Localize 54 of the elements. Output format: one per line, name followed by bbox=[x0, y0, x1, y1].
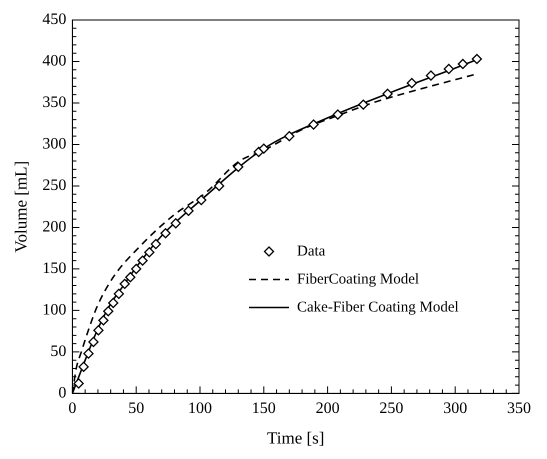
x-tick-label: 200 bbox=[316, 400, 340, 418]
point bbox=[444, 64, 454, 74]
point bbox=[88, 336, 99, 348]
point bbox=[98, 315, 109, 326]
point bbox=[125, 272, 136, 282]
point bbox=[406, 78, 417, 88]
point bbox=[137, 255, 148, 266]
point bbox=[472, 54, 482, 64]
point bbox=[183, 206, 194, 216]
y-tick-label: 250 bbox=[42, 177, 66, 194]
y-tick-label: 450 bbox=[42, 11, 66, 28]
point bbox=[114, 288, 124, 299]
point bbox=[103, 306, 114, 316]
y-tick-label: 100 bbox=[42, 302, 66, 319]
x-tick-label: 150 bbox=[252, 400, 276, 418]
y-tick-label: 0 bbox=[58, 384, 66, 402]
x-axis-title: Time [s] bbox=[266, 428, 324, 448]
point bbox=[144, 247, 154, 258]
legend-label: Data bbox=[297, 243, 326, 260]
point bbox=[382, 88, 393, 99]
point bbox=[426, 70, 436, 81]
x-tick-label: 350 bbox=[507, 400, 531, 418]
point bbox=[108, 298, 118, 308]
point bbox=[458, 58, 468, 70]
x-tick-label: 300 bbox=[443, 400, 468, 418]
point bbox=[284, 131, 294, 142]
point bbox=[196, 194, 206, 206]
y-tick-label: 200 bbox=[42, 218, 66, 236]
x-tick-label: 250 bbox=[379, 400, 404, 418]
point bbox=[83, 348, 94, 359]
y-axis-title: Volume [mL] bbox=[12, 160, 31, 253]
point bbox=[170, 218, 181, 228]
y-tick-label: 50 bbox=[50, 343, 66, 360]
point bbox=[308, 119, 319, 130]
point bbox=[93, 325, 104, 336]
legend-label: Cake-Fiber Coating Model bbox=[297, 299, 459, 316]
point bbox=[120, 278, 130, 290]
point bbox=[214, 180, 224, 192]
point bbox=[131, 264, 142, 274]
point bbox=[74, 378, 84, 389]
x-tick-label: 100 bbox=[188, 400, 212, 418]
point bbox=[150, 238, 161, 250]
point bbox=[233, 162, 244, 172]
y-tick-label: 350 bbox=[42, 94, 66, 112]
y-tick-label: 400 bbox=[42, 52, 66, 70]
legend-label: FiberCoating Model bbox=[297, 271, 420, 288]
point bbox=[332, 109, 343, 120]
y-tick-label: 150 bbox=[42, 260, 66, 278]
point bbox=[78, 362, 89, 372]
point bbox=[258, 143, 269, 154]
y-tick-label: 300 bbox=[42, 136, 66, 153]
point bbox=[160, 228, 171, 238]
point bbox=[358, 99, 368, 110]
x-tick-label: 50 bbox=[128, 400, 144, 418]
